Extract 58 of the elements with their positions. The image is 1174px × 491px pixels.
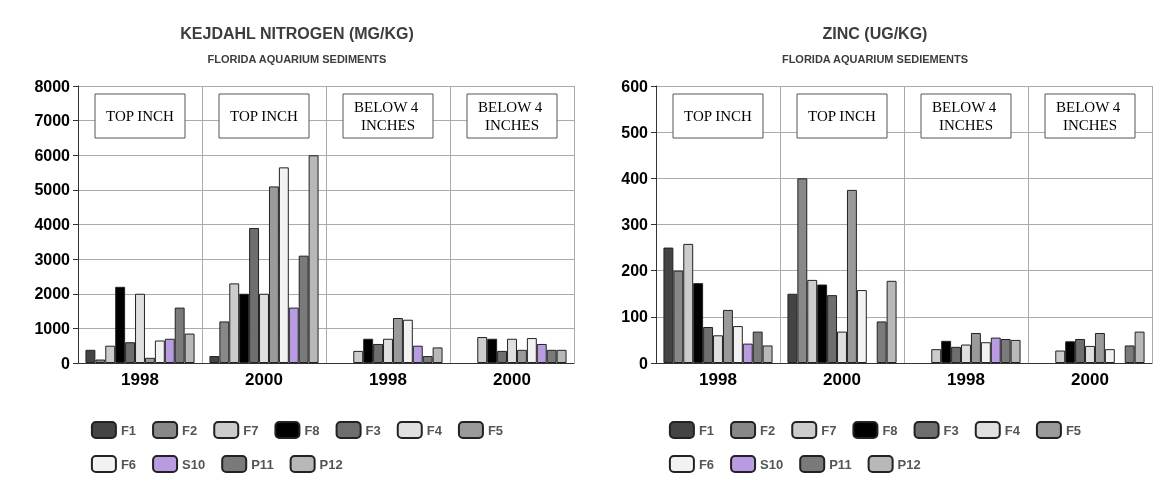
y-tick-label: 100: [621, 308, 649, 326]
legend-label: F5: [1065, 422, 1082, 438]
y-tick-label: 0: [639, 354, 649, 372]
y-tick-label: 5000: [34, 181, 71, 199]
legend-label: F2: [760, 422, 776, 438]
legend-label: F8: [304, 422, 320, 438]
annotation: TOP INCH: [230, 108, 299, 124]
legend-label: F7: [243, 422, 259, 438]
legend-label: F1: [120, 422, 137, 438]
x-tick-label: 1998: [947, 370, 985, 389]
chart-title: KEJDAHL NITROGEN (MG/KG): [180, 24, 414, 42]
legend-label: F6: [120, 456, 137, 472]
annotation: BELOW 4 INCHES: [353, 99, 423, 133]
y-tick-label: 1000: [34, 319, 71, 337]
legend-label: F1: [698, 422, 715, 438]
legend-label: F3: [365, 422, 381, 438]
legend-label: P12: [319, 456, 343, 472]
x-tick-label: 2000: [493, 370, 531, 389]
y-tick-label: 600: [621, 77, 649, 95]
legend-label: P11: [829, 456, 852, 472]
y-tick-label: 200: [621, 262, 649, 280]
legend-label: F2: [182, 422, 198, 438]
legend-label: F4: [426, 422, 443, 438]
y-tick-label: 3000: [34, 250, 71, 268]
x-tick-label: 2000: [245, 370, 283, 389]
y-tick-label: 6000: [34, 146, 71, 164]
annotation: TOP INCH: [106, 108, 175, 124]
annotation: TOP INCH: [684, 108, 753, 124]
legend-label: F7: [821, 422, 837, 438]
y-tick-label: 4000: [34, 216, 71, 233]
y-tick-label: 2000: [34, 285, 71, 303]
legend-label: S10: [182, 456, 206, 472]
y-tick-label: 7000: [34, 112, 71, 130]
y-tick-label: 300: [621, 216, 649, 233]
annotation: BELOW 4 INCHES: [477, 99, 547, 133]
chart-title: ZINC (UG/KG): [822, 24, 928, 42]
legend-label: F8: [882, 422, 898, 438]
legend-label: F3: [943, 422, 959, 438]
legend-label: S10: [760, 456, 784, 472]
legend-label: P11: [251, 456, 274, 472]
y-tick-label: 500: [621, 123, 649, 141]
legend-label: F5: [487, 422, 504, 438]
x-tick-label: 2000: [1071, 370, 1109, 389]
annotation: TOP INCH: [808, 108, 877, 124]
chart-subtitle: FLORIDA AQUARIUM SEDIEMENTS: [781, 52, 969, 65]
y-tick-label: 0: [61, 354, 71, 372]
chart-subtitle: FLORIDA AQUARIUM SEDIMENTS: [207, 52, 387, 65]
annotation: BELOW 4 INCHES: [931, 99, 1001, 133]
x-tick-label: 1998: [369, 370, 407, 389]
x-tick-label: 2000: [823, 370, 861, 389]
y-tick-label: 8000: [34, 77, 71, 95]
x-tick-label: 1998: [699, 370, 737, 389]
legend-label: F6: [698, 456, 715, 472]
legend-label: P12: [897, 456, 921, 472]
x-tick-label: 1998: [121, 370, 159, 389]
y-tick-label: 400: [621, 169, 649, 187]
annotation: BELOW 4 INCHES: [1055, 99, 1125, 133]
legend-label: F4: [1004, 422, 1021, 438]
